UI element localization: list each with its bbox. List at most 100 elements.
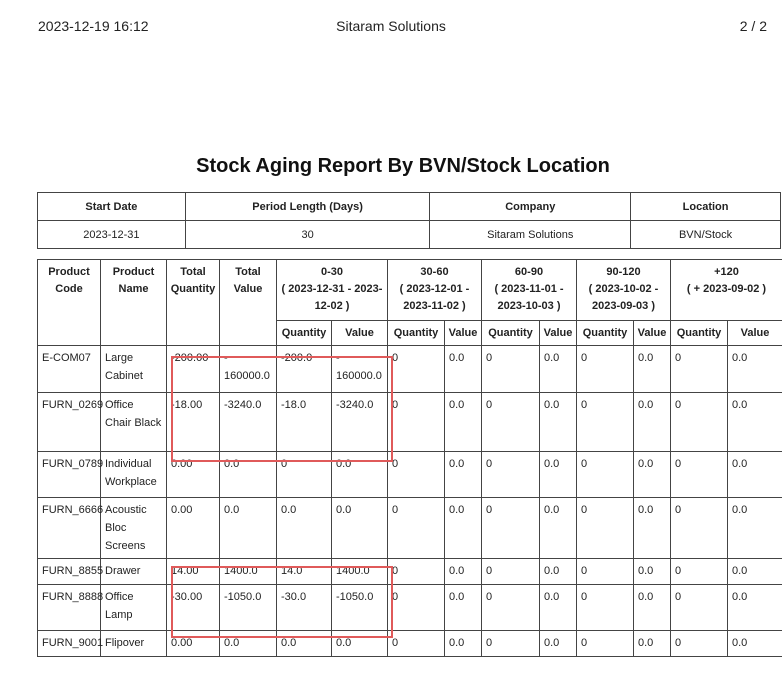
- total-quantity-cell: 0.00: [166, 630, 220, 657]
- product-name-cell: Office Lamp: [100, 584, 167, 631]
- period-quantity-cell: 0: [576, 345, 634, 393]
- total-value-cell: - 160000.0: [219, 345, 277, 393]
- period-value-cell: 0.0: [727, 451, 782, 498]
- product-name-cell: Acoustic Bloc Screens: [100, 497, 167, 559]
- sub-value: Value: [444, 320, 482, 346]
- summary-company: Sitaram Solutions: [429, 220, 632, 249]
- period-value-cell: 0.0: [539, 392, 577, 452]
- col-product-name: Product Name: [100, 259, 167, 346]
- period-range: ( 2023-11-01 - 2023-10-03 ): [494, 283, 564, 312]
- total-quantity-cell: -18.00: [166, 392, 220, 452]
- period-label: 30-60: [420, 266, 449, 278]
- period-value-cell: 0.0: [444, 392, 482, 452]
- period-quantity-cell: 0: [670, 584, 728, 631]
- sub-quantity: Quantity: [276, 320, 332, 346]
- period-value-cell: 0.0: [539, 345, 577, 393]
- table-row: E-COM07 Large Cabinet -200.00- 160000.0 -20…: [37, 345, 782, 393]
- period-value-cell: 0.0: [331, 451, 388, 498]
- period-quantity-cell: 0: [576, 558, 634, 585]
- period-quantity-cell: 0: [576, 630, 634, 657]
- period-label: +120: [714, 266, 739, 278]
- summary-header-location: Location: [630, 192, 781, 221]
- period-range: ( 2023-12-31 - 2023-12-02 ): [281, 283, 383, 312]
- period-value-cell: 0.0: [444, 345, 482, 393]
- sub-value: Value: [539, 320, 577, 346]
- sub-quantity: Quantity: [576, 320, 634, 346]
- period-quantity-cell: 0: [670, 630, 728, 657]
- product-code-cell: FURN_8888: [37, 584, 103, 631]
- period-quantity-cell: 0: [387, 497, 445, 559]
- period-quantity-cell: 0: [576, 584, 634, 631]
- table-row: FURN_0789 Individual Workplace 0.00 0.0 0 0.0…: [37, 451, 782, 498]
- summary-header-start-date: Start Date: [37, 192, 186, 221]
- period-quantity-cell: 0: [670, 392, 728, 452]
- period-quantity-cell: 0: [481, 584, 540, 631]
- total-value-cell: 0.0: [219, 451, 277, 498]
- period-range: ( 2023-10-02 - 2023-09-03 ): [588, 283, 659, 312]
- report-title: Stock Aging Report By BVN/Stock Location: [196, 155, 610, 177]
- period-value-cell: 0.0: [727, 630, 782, 657]
- period-value-cell: 0.0: [539, 497, 577, 559]
- period-value-cell: 0.0: [331, 497, 388, 559]
- period-quantity-cell: 14.0: [276, 558, 332, 585]
- period-quantity-cell: -18.0: [276, 392, 332, 452]
- product-code-cell: FURN_8855: [37, 558, 103, 585]
- print-datetime: 2023-12-19 16:12: [38, 18, 149, 34]
- period-value-cell: 0.0: [727, 584, 782, 631]
- period-quantity-cell: 0: [670, 451, 728, 498]
- period-quantity-cell: 0.0: [276, 497, 332, 559]
- sub-quantity: Quantity: [670, 320, 728, 346]
- period-value-cell: 0.0: [633, 497, 671, 559]
- period-value-cell: 0.0: [727, 497, 782, 559]
- total-value-cell: -1050.0: [219, 584, 277, 631]
- period-quantity-cell: 0: [387, 558, 445, 585]
- total-quantity-cell: -30.00: [166, 584, 220, 631]
- table-row: FURN_6666 Acoustic Bloc Screens 0.00 0.0 0.0…: [37, 497, 782, 559]
- total-value-cell: 0.0: [219, 630, 277, 657]
- total-value-cell: 1400.0: [219, 558, 277, 585]
- product-code-cell: FURN_6666: [37, 497, 103, 559]
- product-code-cell: FURN_9001: [37, 630, 103, 657]
- period-value-cell: 0.0: [331, 630, 388, 657]
- col-total-quantity: Total Quantity: [166, 259, 220, 346]
- period-value-cell: 0.0: [633, 584, 671, 631]
- period-quantity-cell: 0: [670, 558, 728, 585]
- total-value-cell: -3240.0: [219, 392, 277, 452]
- col-total-value: Total Value: [219, 259, 277, 346]
- product-name-cell: Flipover: [100, 630, 167, 657]
- product-name-cell: Drawer: [100, 558, 167, 585]
- table-row: FURN_8888 Office Lamp -30.00 -1050.0 -30.0 -1…: [37, 584, 782, 631]
- period-quantity-cell: 0: [481, 451, 540, 498]
- period-value-cell: -3240.0: [331, 392, 388, 452]
- period-quantity-cell: 0: [576, 497, 634, 559]
- period-quantity-cell: 0: [387, 392, 445, 452]
- period-quantity-cell: 0: [387, 584, 445, 631]
- period-value-cell: - 160000.0: [331, 345, 388, 393]
- period-quantity-cell: 0: [387, 345, 445, 393]
- period-value-cell: 0.0: [633, 392, 671, 452]
- period-quantity-cell: 0: [481, 558, 540, 585]
- total-quantity-cell: 0.00: [166, 451, 220, 498]
- period-value-cell: 0.0: [539, 584, 577, 631]
- period-label: 60-90: [514, 266, 544, 278]
- period-value-cell: 0.0: [444, 497, 482, 559]
- summary-start-date: 2023-12-31: [37, 220, 186, 249]
- total-quantity-cell: 14.00: [166, 558, 220, 585]
- period-value-cell: 0.0: [633, 345, 671, 393]
- product-code-cell: FURN_0269: [37, 392, 103, 452]
- product-name-cell: Individual Workplace: [100, 451, 167, 498]
- product-code-cell: FURN_0789: [37, 451, 103, 498]
- total-quantity-cell: -200.00: [166, 345, 220, 393]
- period-value-cell: 0.0: [444, 584, 482, 631]
- period-label: 0-30: [320, 266, 344, 278]
- period-120-plus: +120 ( + 2023-09-02 ): [670, 259, 782, 321]
- period-quantity-cell: 0: [387, 451, 445, 498]
- table-row: FURN_9001 Flipover 0.00 0.0 0.0 0.0 0 0.0 0 0.0 0 0…: [37, 630, 782, 657]
- period-value-cell: 0.0: [539, 630, 577, 657]
- summary-header-company: Company: [429, 192, 632, 221]
- period-value-cell: 0.0: [727, 345, 782, 393]
- period-90-120: 90-120 ( 2023-10-02 - 2023-09-03 ): [576, 259, 671, 321]
- period-quantity-cell: 0: [481, 345, 540, 393]
- product-code-cell: E-COM07: [37, 345, 101, 393]
- period-quantity-cell: 0: [481, 630, 540, 657]
